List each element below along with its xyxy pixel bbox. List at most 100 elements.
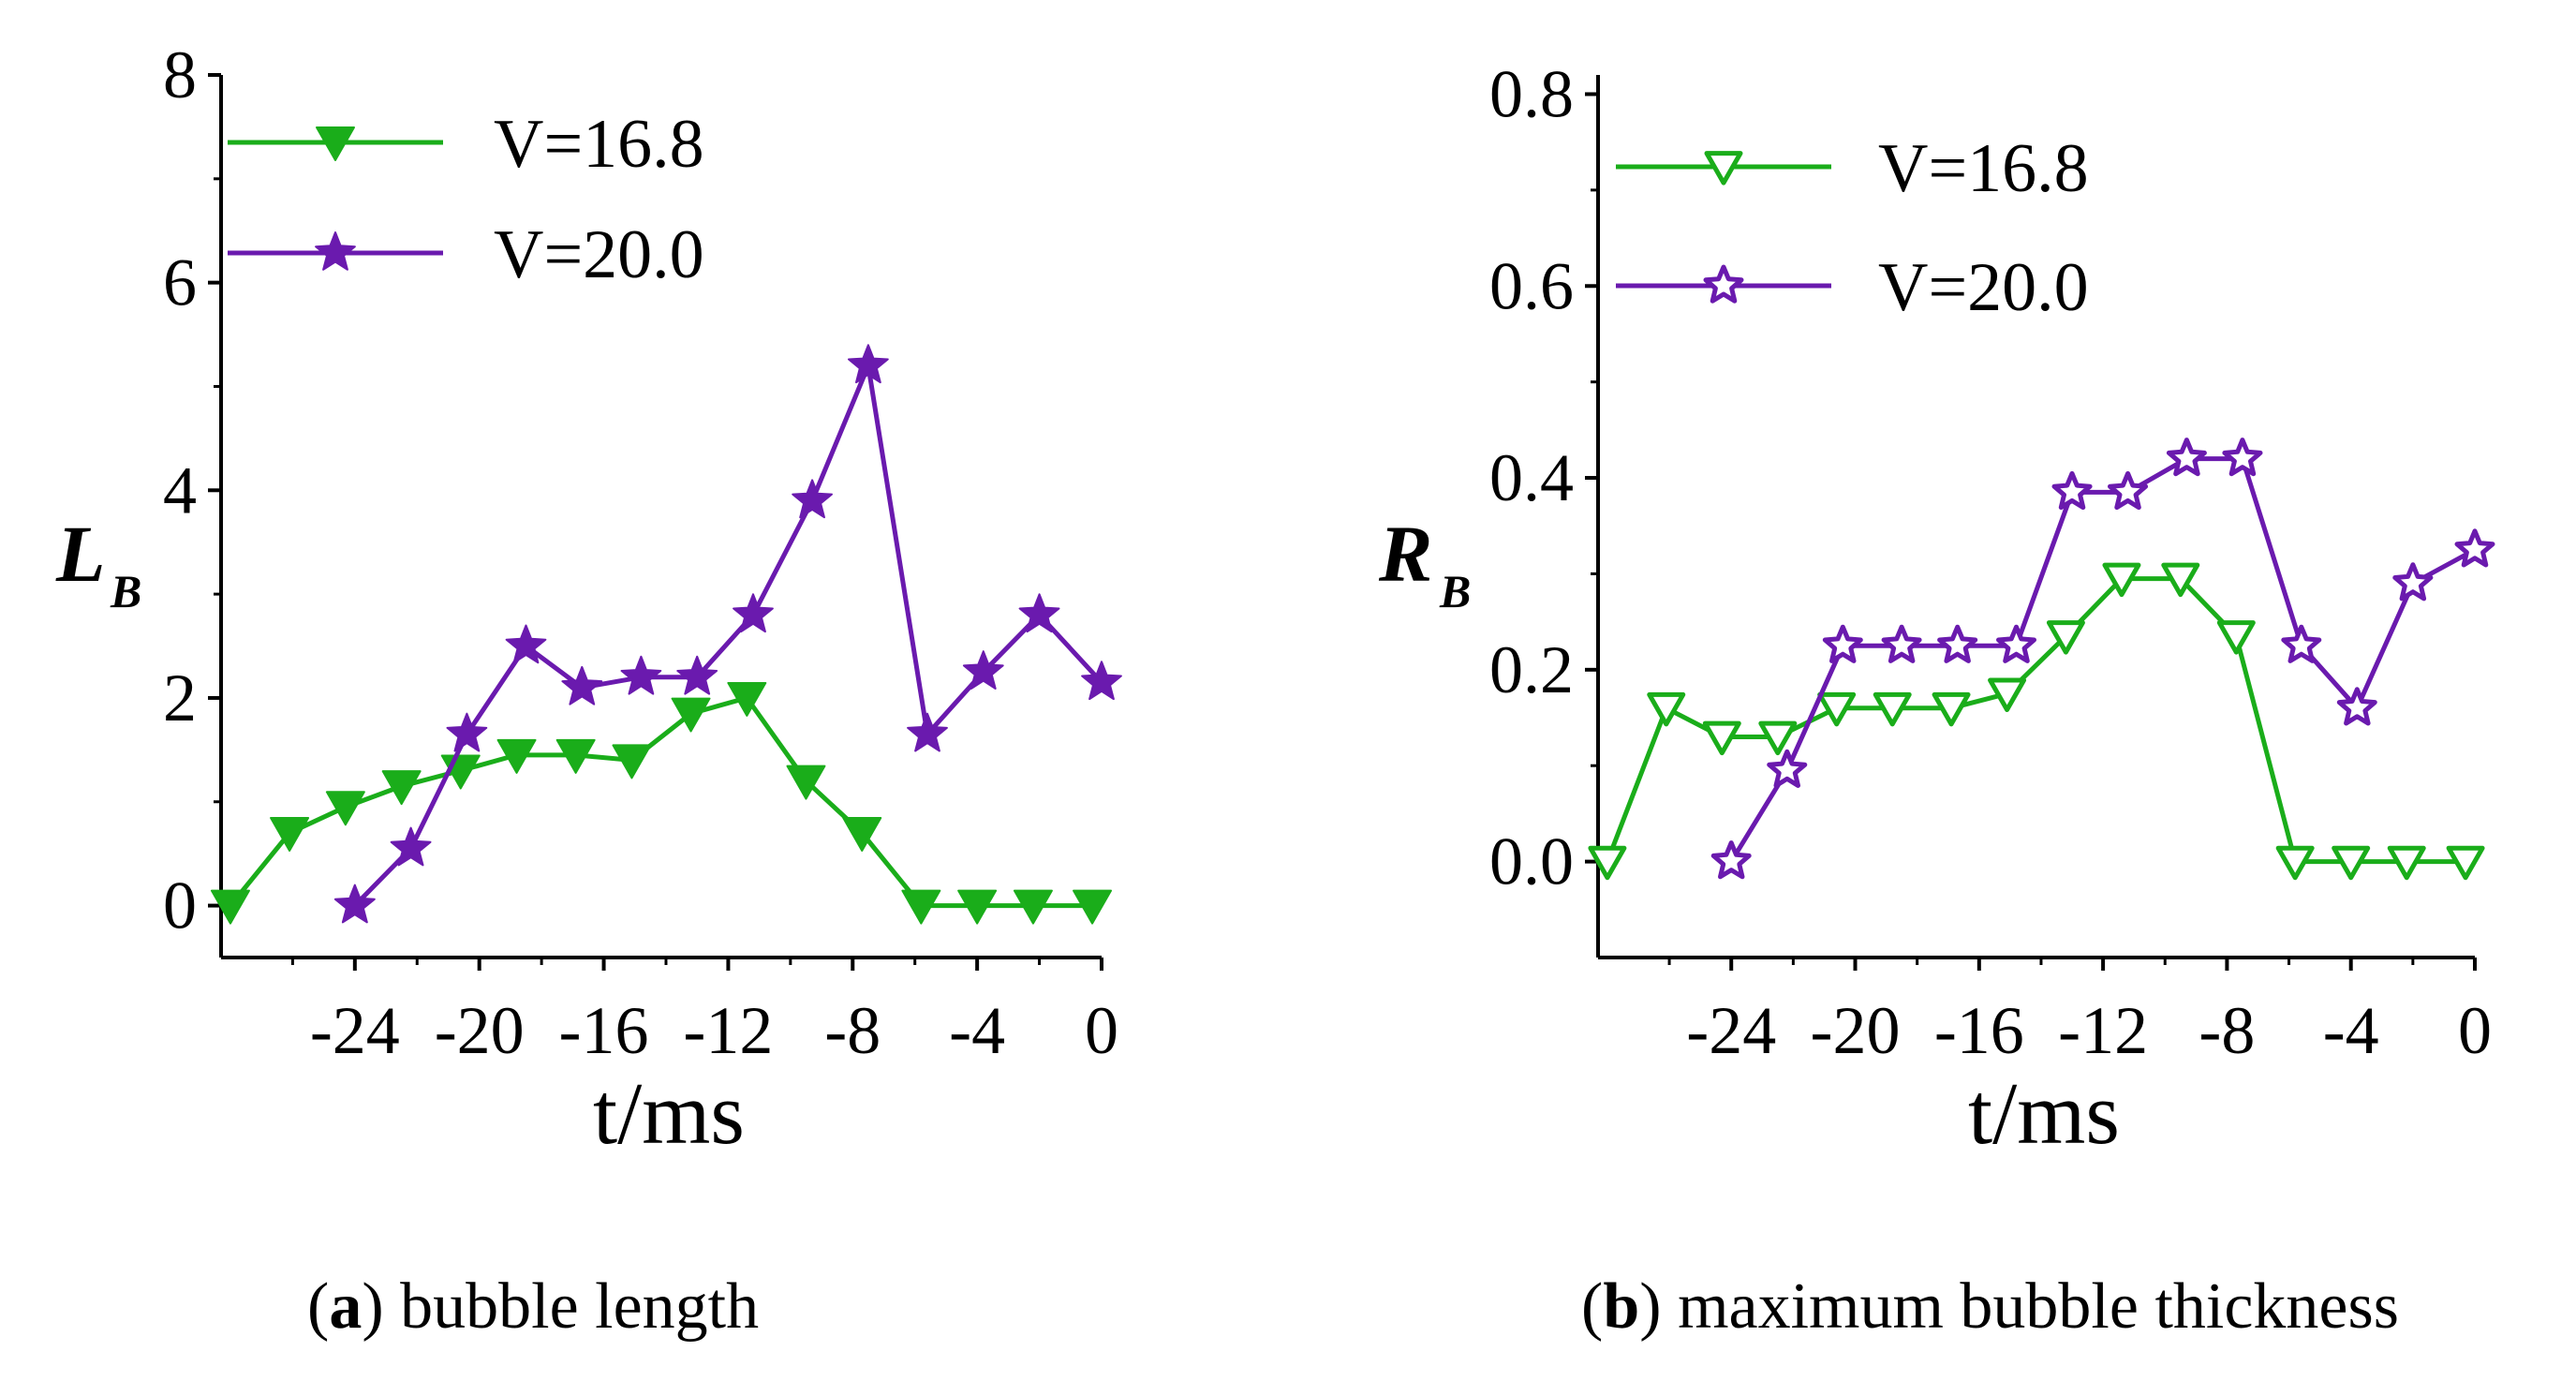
chart-b-legend-marker-2 [1703,264,1744,304]
chart-a-series-1-line [229,695,1092,909]
chart-b-x-tick-label: -8 [2198,993,2255,1068]
chart-a-series-2-point [848,344,889,384]
chart-a-series-2-point [676,655,718,695]
chart-b-series-2-point [1710,840,1752,880]
chart-a-series-2-point [733,593,774,633]
chart-b-series-1-point [2102,562,2141,598]
chart-a-series-1-point [786,765,826,800]
chart-a-x-tick-label: -12 [683,993,773,1068]
chart-a-series-1-point [957,889,998,925]
chart-a-series-2-point [505,624,547,664]
chart-b-series-2-point [1767,749,1808,788]
chart-a-x-tick-label: -24 [310,993,400,1068]
chart-a-series-2-line [353,363,1103,908]
chart-a-series-2-point [446,712,488,752]
chart-a-y-tick-label: 6 [163,245,197,320]
chart-b-x-tick-label: -16 [1934,993,2024,1068]
chart-a-series-2-point [1081,661,1122,701]
chart-b-series-1-line [1605,576,2466,865]
chart-b-series-1-point [1988,677,2027,713]
chart-a-series-2-point [792,479,833,519]
chart-a-y-label: L [55,509,106,599]
chart-a-series-1-point [671,697,711,733]
chart-b-x-tick-label: 0 [2458,993,2492,1068]
chart-a-x-tick-label: 0 [1085,993,1118,1068]
chart-b-y-tick-label: 0.6 [1489,248,1574,323]
chart-a-series-1-point [612,744,652,780]
chart-a-legend-marker-1 [316,126,355,161]
chart-b-y-label: R [1378,509,1432,599]
chart-a-series-1-point [555,738,596,774]
chart-b-series-1-point [1702,720,1741,756]
chart-a-series-2-point [962,650,1004,690]
chart-b-series-2-point [1996,624,2036,663]
chart-b-y-tick-label: 0.2 [1489,632,1574,707]
chart-a-series-1-point [496,738,537,774]
chart-b-series-2-point [1822,624,1863,663]
chart-a-x-tick-label: -4 [949,993,1005,1068]
chart-b-series-2-point [2454,528,2495,568]
chart-a-series-1-point [270,817,310,853]
chart-a-series-1-point [842,817,882,853]
chart-b-series-2-point [2222,438,2263,477]
chart-a-y-tick-label: 2 [163,661,197,735]
chart-b-x-tick-label: -12 [2058,993,2148,1068]
chart-b-x-tick-label: -20 [1811,993,1901,1068]
chart-a-legend-marker-2 [315,231,356,271]
chart-b-series-1-point [1932,691,1971,727]
chart-a-series-2-point [333,884,376,924]
chart-b-series-1-point [1758,720,1798,756]
chart-a-x-tick-label: -16 [559,993,649,1068]
chart-a-y-label-sub: B [110,565,141,617]
chart-b-legend-marker-1 [1704,151,1743,186]
chart-b-series-1-point [2332,845,2371,881]
chart-a-series-2-point [390,826,432,867]
caption-b-letter: b [1603,1270,1640,1343]
chart-a-series-2-point [620,655,662,695]
caption-b: (b) maximum bubble thickness [1581,1270,2399,1343]
chart-b-series-1-point [2275,845,2315,881]
chart-b-x-label: t/ms [1968,1065,2120,1163]
caption-a: (a) bubble length [307,1270,760,1343]
chart-b-series-2-point [2166,438,2207,477]
chart-b-y-tick-label: 0.4 [1489,440,1574,515]
chart-b-series-1-point [2046,620,2085,655]
caption-b-text: maximum bubble thickness [1661,1270,2399,1343]
chart-a-x-tick-label: -20 [435,993,525,1068]
chart-b-legend-label-2: V=20.0 [1878,249,2089,326]
chart-a-series-2-point [561,665,603,705]
chart-a-series-1-point [210,889,250,925]
chart-a-series-1-point [1073,889,1113,925]
chart-b-series-1-point [2161,562,2200,598]
chart-b-series-2-point [2336,687,2377,726]
chart-b-series-2-point [1937,624,1978,663]
chart-b-series-2-point [2051,470,2093,511]
chart-a-y-tick-label: 4 [163,453,197,527]
chart-b-max-bubble-thickness: 0.0 0.2 0.4 0.6 0.8 -24 -20 -16 -12 -8 -4 0 t/ms R B V=… [1378,56,2495,1163]
chart-a-series-1-point [901,889,941,925]
caption-a-letter: a [329,1270,363,1343]
chart-b-series-2-point [1881,624,1922,663]
chart-b-x-tick-label: -24 [1686,993,1776,1068]
chart-a-legend-label-2: V=20.0 [494,216,704,293]
chart-b-x-tick-label: -4 [2323,993,2379,1068]
caption-a-text: bubble length [383,1270,760,1343]
chart-b-y-tick-label: 0.0 [1489,824,1574,899]
chart-a-series-1-point [325,791,365,826]
chart-a-y-tick-label: 8 [163,37,197,112]
chart-b-series-1-point [1817,691,1857,727]
chart-b-y-label-sub: B [1439,565,1471,617]
chart-a-series-2-point [1018,593,1060,633]
chart-a-bubble-length: 0 2 4 6 8 -24 -20 -16 -12 -8 -4 0 t/ms L B V=16.8 V=20.0 [55,37,1122,1163]
chart-b-series-1-point [1873,691,1912,727]
chart-b-legend-label-1: V=16.8 [1878,130,2089,207]
chart-b-series-1-point [2387,845,2426,881]
chart-a-series-1-point [381,770,422,806]
chart-a-series-1-point [727,681,767,717]
chart-b-series-2-point [2281,624,2322,663]
chart-b-series-1-point [1647,691,1686,727]
chart-b-series-1-point [2216,620,2256,655]
chart-a-x-label: t/ms [593,1065,745,1163]
chart-b-series-2-point [2392,562,2434,601]
